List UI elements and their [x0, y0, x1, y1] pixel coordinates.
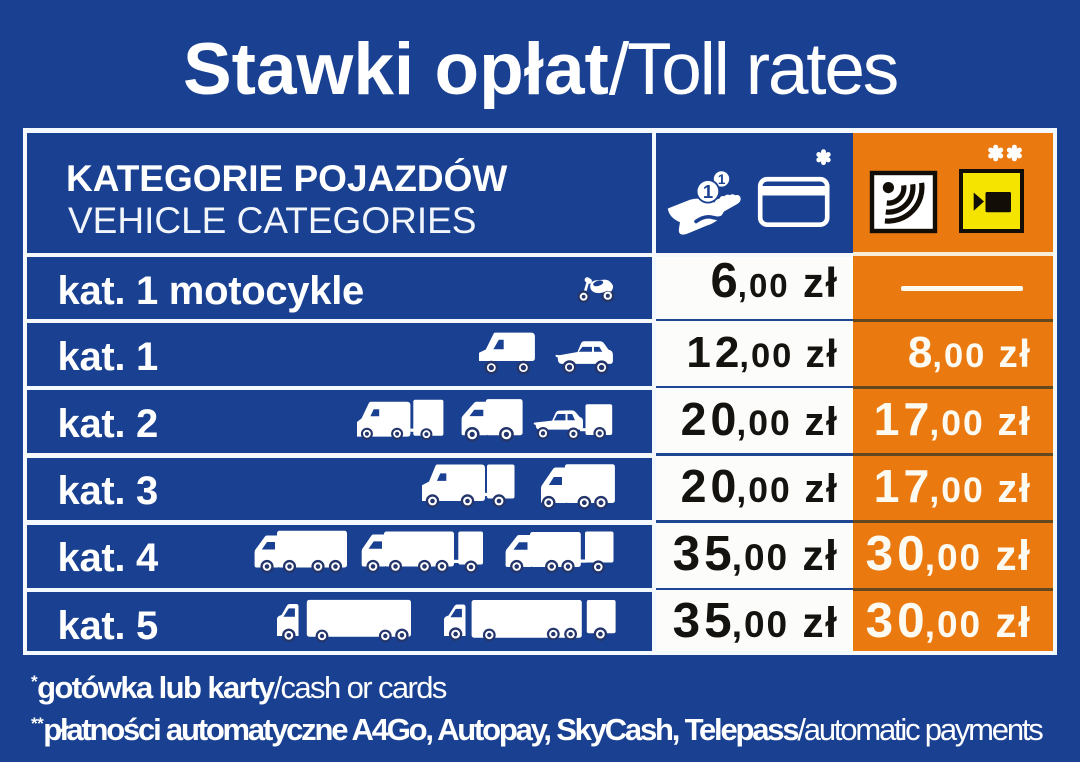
svg-text:1: 1 — [718, 172, 726, 187]
svg-text:1: 1 — [703, 181, 713, 202]
